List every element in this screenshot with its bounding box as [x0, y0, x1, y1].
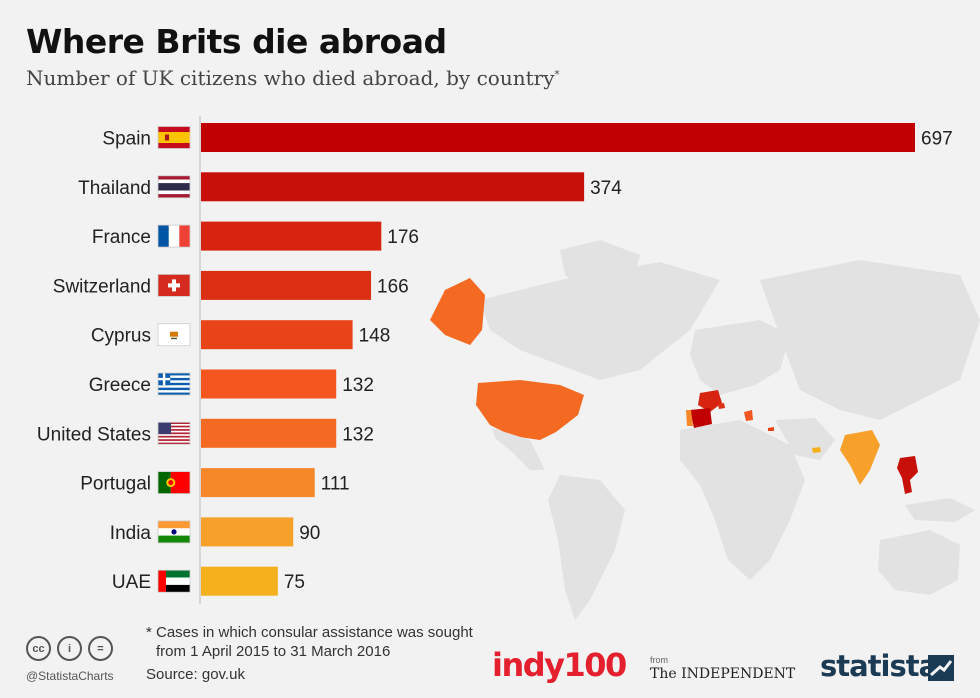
spain-flag-icon	[157, 126, 191, 149]
world-map-background	[430, 240, 980, 620]
value-label-spain: 697	[921, 129, 953, 150]
united-states-flag-icon	[157, 421, 191, 445]
cyprus-flag-icon	[157, 323, 191, 347]
switzerland-flag-icon	[157, 273, 191, 297]
bar-united-states	[201, 418, 337, 448]
value-label-cyprus: 148	[359, 326, 391, 347]
statista-logo: statista	[820, 649, 938, 683]
bar-spain	[201, 123, 915, 152]
uae-flag-icon	[157, 569, 191, 593]
thailand-flag-icon	[157, 175, 191, 199]
bar-thailand	[201, 172, 585, 202]
license-icons: cc i =	[26, 636, 113, 661]
category-label-uae: UAE	[112, 572, 151, 593]
category-label-thailand: Thailand	[78, 178, 151, 199]
subtitle-asterisk: *	[554, 69, 560, 81]
category-label-cyprus: Cyprus	[91, 326, 151, 347]
footnote-line-1: * Cases in which consular assistance was…	[146, 624, 473, 641]
france-flag-icon	[157, 224, 191, 248]
from-label: from	[650, 655, 668, 665]
footnote-line-2: from 1 April 2015 to 31 March 2016	[156, 643, 391, 660]
category-label-spain: Spain	[102, 129, 151, 150]
source-label: Source: gov.uk	[146, 666, 245, 683]
value-label-thailand: 374	[590, 178, 622, 199]
category-label-greece: Greece	[89, 375, 151, 396]
no-derivatives-icon: =	[88, 636, 113, 661]
bar-india	[201, 517, 294, 547]
value-label-india: 90	[299, 523, 320, 544]
attribution-icon: i	[57, 636, 82, 661]
bar-uae	[201, 566, 278, 596]
bars: Spain 697 Thailand 374 France 176 Switzerland 1…	[37, 123, 953, 596]
value-label-france: 176	[387, 227, 419, 248]
bar-cyprus	[201, 320, 353, 350]
bar-switzerland	[201, 270, 372, 300]
chart-title: Where Brits die abroad	[26, 22, 447, 61]
value-label-switzerland: 166	[377, 276, 409, 297]
portugal-flag-icon	[157, 471, 191, 495]
statista-handle: @StatistaCharts	[26, 669, 114, 683]
category-label-united-states: United States	[37, 424, 151, 445]
value-label-united-states: 132	[342, 424, 374, 445]
category-label-portugal: Portugal	[80, 474, 151, 495]
value-label-greece: 132	[342, 375, 374, 396]
footnote: * Cases in which consular assistance was…	[146, 623, 473, 661]
creative-commons-icon: cc	[26, 636, 51, 661]
value-label-uae: 75	[284, 572, 305, 593]
indy100-logo: indy100	[492, 646, 627, 684]
greece-flag-icon	[157, 372, 191, 396]
bar-greece	[201, 369, 337, 399]
category-label-switzerland: Switzerland	[53, 276, 151, 297]
india-flag-icon	[157, 520, 191, 544]
category-label-india: India	[110, 523, 152, 544]
category-label-france: France	[92, 227, 151, 248]
value-label-portugal: 111	[321, 474, 350, 495]
bar-portugal	[201, 468, 315, 498]
chart-subtitle: Number of UK citizens who died abroad, b…	[26, 66, 560, 90]
statista-mark-icon	[928, 655, 954, 681]
independent-logo: The INDEPENDENT	[650, 666, 796, 682]
bar-france	[201, 221, 382, 251]
